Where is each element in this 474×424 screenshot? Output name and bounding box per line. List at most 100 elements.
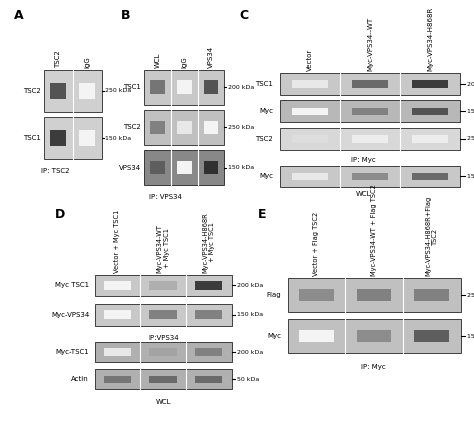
Text: 250 kDa: 250 kDa: [467, 293, 474, 298]
Bar: [292, 135, 328, 142]
Bar: [299, 289, 334, 301]
Bar: [50, 83, 66, 99]
Text: IgG: IgG: [182, 56, 187, 68]
Bar: [149, 348, 177, 356]
Bar: [288, 319, 461, 353]
Bar: [150, 81, 165, 94]
Bar: [95, 304, 231, 326]
Text: WCL: WCL: [356, 191, 371, 197]
Text: 50 kDa: 50 kDa: [237, 377, 259, 382]
Bar: [195, 281, 222, 290]
Bar: [352, 135, 388, 142]
Bar: [292, 80, 328, 88]
Bar: [352, 173, 388, 180]
Text: 150 kDa: 150 kDa: [237, 312, 263, 317]
Text: Flag: Flag: [267, 292, 281, 298]
Text: 200 kDa: 200 kDa: [237, 283, 263, 288]
Text: Myc-VPS34--WT: Myc-VPS34--WT: [367, 17, 373, 71]
Bar: [412, 80, 448, 88]
Bar: [149, 310, 177, 319]
Bar: [104, 376, 131, 383]
Bar: [357, 289, 392, 301]
Bar: [195, 376, 222, 383]
Text: 250 kDa: 250 kDa: [467, 136, 474, 141]
Text: TSC1: TSC1: [255, 81, 273, 87]
Bar: [280, 100, 460, 123]
Text: 200 kDa: 200 kDa: [467, 81, 474, 86]
Bar: [352, 80, 388, 88]
Bar: [280, 73, 460, 95]
Text: Vector + Flag TSC2: Vector + Flag TSC2: [313, 212, 319, 276]
Text: IP: Myc: IP: Myc: [361, 364, 385, 370]
Text: VPS34: VPS34: [208, 46, 214, 68]
Bar: [104, 348, 131, 356]
Text: WCL: WCL: [156, 399, 172, 404]
Bar: [195, 310, 222, 319]
Text: TSC1: TSC1: [23, 135, 41, 141]
Bar: [352, 108, 388, 115]
Text: Myc: Myc: [267, 333, 281, 339]
Bar: [195, 348, 222, 356]
Text: B: B: [121, 9, 130, 22]
Text: Myc: Myc: [259, 173, 273, 179]
Text: Myc-VPS34-H868R+Flag
TSC2: Myc-VPS34-H868R+Flag TSC2: [425, 196, 438, 276]
Bar: [177, 121, 191, 134]
Text: Myc-TSC1: Myc-TSC1: [55, 349, 89, 355]
Text: Actin: Actin: [72, 377, 89, 382]
Text: 150 kDa: 150 kDa: [467, 109, 474, 114]
Text: TSC2: TSC2: [123, 124, 141, 131]
Bar: [414, 330, 449, 343]
Text: VPS34: VPS34: [119, 165, 141, 171]
Text: 150 kDa: 150 kDa: [467, 334, 474, 339]
Bar: [412, 108, 448, 115]
Text: 150 kDa: 150 kDa: [105, 136, 131, 141]
Bar: [288, 278, 461, 312]
Bar: [104, 310, 131, 319]
Bar: [144, 70, 224, 105]
Bar: [149, 376, 177, 383]
Bar: [50, 131, 66, 146]
Text: 150 kDa: 150 kDa: [467, 174, 474, 179]
Bar: [80, 83, 95, 99]
Text: Myc-VPS34-H868R
+ Myc TSC1: Myc-VPS34-H868R + Myc TSC1: [202, 212, 215, 273]
Text: Vector: Vector: [307, 49, 313, 71]
Text: 200 kDa: 200 kDa: [237, 349, 263, 354]
Bar: [104, 281, 131, 290]
Bar: [95, 275, 231, 296]
Text: Myc: Myc: [259, 109, 273, 114]
Bar: [177, 81, 191, 94]
Bar: [150, 161, 165, 174]
Bar: [150, 121, 165, 134]
Text: E: E: [258, 208, 267, 221]
Bar: [177, 161, 191, 174]
Text: IP: TSC2: IP: TSC2: [41, 168, 70, 174]
Text: IP: VPS34: IP: VPS34: [149, 194, 182, 200]
Bar: [412, 173, 448, 180]
Bar: [204, 81, 219, 94]
Bar: [292, 173, 328, 180]
Text: D: D: [55, 208, 65, 221]
Bar: [149, 281, 177, 290]
Text: Myc-VPS34-WT
+ Myc TSC1: Myc-VPS34-WT + Myc TSC1: [156, 224, 170, 273]
Text: Myc-VPS34-H868R: Myc-VPS34-H868R: [427, 7, 433, 71]
Bar: [95, 342, 231, 362]
Text: 250 kDa: 250 kDa: [228, 125, 254, 130]
Bar: [144, 150, 224, 185]
Text: Myc-VPS34-WT + Flag TSC2: Myc-VPS34-WT + Flag TSC2: [371, 184, 377, 276]
Text: TSC2: TSC2: [55, 51, 61, 68]
Bar: [292, 108, 328, 115]
Text: TSC2: TSC2: [23, 88, 41, 94]
Bar: [144, 110, 224, 145]
Bar: [44, 117, 102, 159]
Bar: [280, 128, 460, 150]
Text: C: C: [239, 9, 248, 22]
Text: 250 kDa: 250 kDa: [105, 88, 131, 93]
Bar: [280, 166, 460, 187]
Bar: [204, 121, 219, 134]
Text: 150 kDa: 150 kDa: [228, 165, 254, 170]
Bar: [80, 131, 95, 146]
Bar: [204, 161, 219, 174]
Bar: [44, 70, 102, 112]
Bar: [412, 135, 448, 142]
Text: IP: Myc: IP: Myc: [351, 157, 375, 163]
